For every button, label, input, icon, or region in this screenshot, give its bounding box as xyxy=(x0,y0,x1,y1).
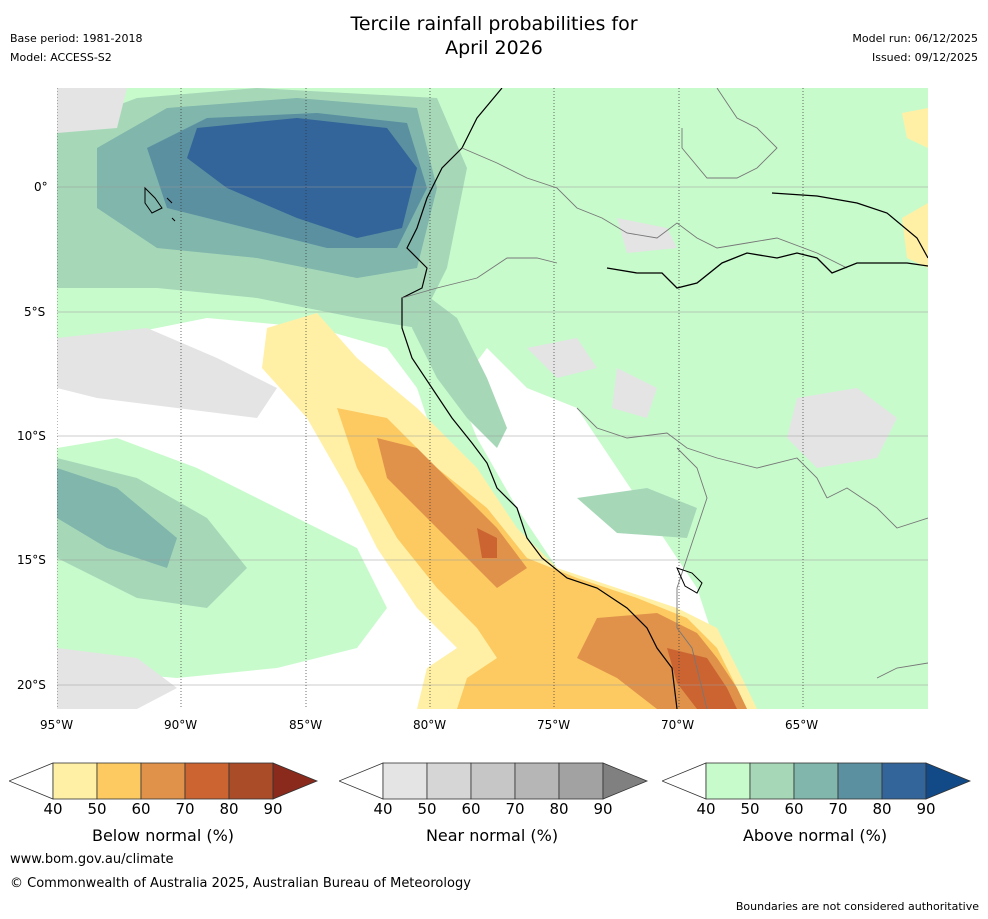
model-run: Model run: 06/12/2025 xyxy=(852,32,978,45)
colorbar-segment xyxy=(705,762,751,800)
lon-label-70w: 70°W xyxy=(661,718,695,732)
model-name: Model: ACCESS-S2 xyxy=(10,51,112,64)
colorbar-segment xyxy=(881,762,927,800)
colorbar-tick-label: 90 xyxy=(263,800,283,818)
lat-label-10s: 10°S xyxy=(17,429,46,443)
near-normal-patch-3 xyxy=(617,218,677,253)
colorbar-segment xyxy=(426,762,472,800)
near-normal-label: Near normal (%) xyxy=(425,826,559,845)
below-normal-colorbar xyxy=(9,762,319,800)
map-gridlines xyxy=(57,186,928,686)
colorbar-tick-label: 40 xyxy=(373,800,393,818)
colorbar-tick-label: 60 xyxy=(131,800,151,818)
near-normal-colorbar xyxy=(339,762,649,800)
near-normal-patch-1 xyxy=(57,328,277,418)
near-normal-patch-7 xyxy=(612,368,657,418)
colorbar-tick-label: 60 xyxy=(784,800,804,818)
lat-label-0: 0° xyxy=(34,180,48,194)
lon-label-85w: 85°W xyxy=(289,718,323,732)
colorbar-segment xyxy=(96,762,142,800)
lat-label-15s: 15°S xyxy=(17,553,46,567)
below-normal-70-south xyxy=(667,648,737,709)
colorbar-segment xyxy=(184,762,230,800)
colorbar-lower-extension xyxy=(9,762,54,800)
issued-date: Issued: 09/12/2025 xyxy=(871,51,978,64)
lon-label-80w: 80°W xyxy=(413,718,447,732)
amazon-north-branch xyxy=(771,192,928,259)
above-normal-50-inland xyxy=(577,488,697,538)
colorbar-tick-label: 60 xyxy=(461,800,481,818)
title-line-1: Tercile rainfall probabilities for xyxy=(350,13,638,35)
colorbar-segment xyxy=(837,762,883,800)
lake-titicaca xyxy=(676,567,703,594)
lon-label-90w: 90°W xyxy=(164,718,198,732)
colorbar-segment xyxy=(558,762,604,800)
colorbar-tick-label: 70 xyxy=(828,800,848,818)
near-normal-patch-5 xyxy=(57,88,127,133)
colorbar-segment xyxy=(140,762,186,800)
page-title: Tercile rainfall probabilities for April… xyxy=(0,12,988,60)
colorbar-upper-extension xyxy=(925,762,972,800)
colorbar-tick-label: 40 xyxy=(696,800,716,818)
colorbar-upper-extension xyxy=(272,762,319,800)
colorbar-tick-label: 80 xyxy=(872,800,892,818)
title-line-2: April 2026 xyxy=(445,37,543,59)
colorbar-segment xyxy=(793,762,839,800)
near-normal-patch-6 xyxy=(527,338,597,378)
colorbar-tick-label: 90 xyxy=(593,800,613,818)
lon-label-95w: 95°W xyxy=(40,718,74,732)
below-normal-70-region xyxy=(477,528,497,558)
colorbar-tick-label: 50 xyxy=(87,800,107,818)
country-borders xyxy=(401,88,928,709)
colorbar-tick-label: 70 xyxy=(175,800,195,818)
colorbar-segment xyxy=(52,762,98,800)
colorbar-segment xyxy=(749,762,795,800)
colorbar-upper-extension xyxy=(602,762,649,800)
colorbar-tick-label: 80 xyxy=(219,800,239,818)
copyright-text: © Commonwealth of Australia 2025, Austra… xyxy=(10,876,471,891)
above-normal-50-coast xyxy=(412,288,507,448)
colorbar-segment xyxy=(228,762,274,800)
rainfall-probability-map xyxy=(57,88,928,709)
colorbar-lower-extension xyxy=(339,762,384,800)
lon-label-65w: 65°W xyxy=(785,718,819,732)
lon-label-75w: 75°W xyxy=(537,718,571,732)
above-normal-60-south xyxy=(57,468,177,568)
colorbar-tick-label: 90 xyxy=(916,800,936,818)
colorbar-tick-label: 80 xyxy=(549,800,569,818)
galapagos-islands xyxy=(144,186,176,222)
base-period: Base period: 1981-2018 xyxy=(10,32,143,45)
above-normal-label: Above normal (%) xyxy=(742,826,888,845)
colorbar-segment xyxy=(470,762,516,800)
colorbar-segment xyxy=(382,762,428,800)
colorbar-tick-label: 40 xyxy=(43,800,63,818)
lat-label-5s: 5°S xyxy=(24,305,46,319)
below-normal-40-ne xyxy=(902,203,928,268)
colorbar-tick-label: 50 xyxy=(740,800,760,818)
colorbar-lower-extension xyxy=(662,762,707,800)
coastline xyxy=(401,88,678,709)
above-normal-colorbar xyxy=(662,762,972,800)
disclaimer-text: Boundaries are not considered authoritat… xyxy=(735,900,979,913)
amazon-river xyxy=(606,252,928,289)
below-normal-label: Below normal (%) xyxy=(91,826,235,845)
below-normal-40-north xyxy=(902,108,928,148)
near-normal-patch-2 xyxy=(57,648,177,709)
colorbar-tick-label: 70 xyxy=(505,800,525,818)
near-normal-patch-4 xyxy=(787,388,897,468)
lat-label-20s: 20°S xyxy=(17,678,46,692)
website-text: www.bom.gov.au/climate xyxy=(10,852,174,867)
colorbar-segment xyxy=(514,762,560,800)
above-normal-80-region xyxy=(187,118,417,238)
colorbar-tick-label: 50 xyxy=(417,800,437,818)
